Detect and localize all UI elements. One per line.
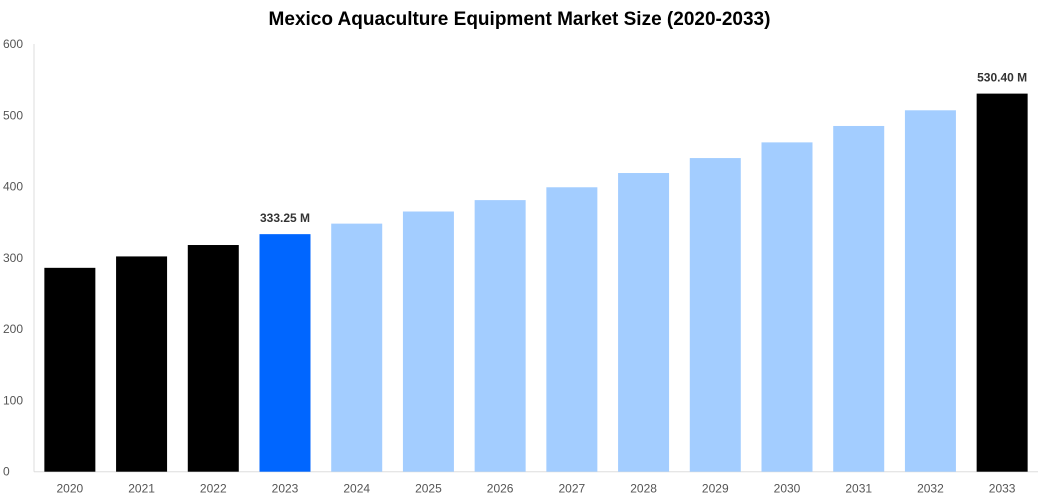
y-tick-label: 0 <box>3 465 10 479</box>
bar-2022 <box>187 245 239 472</box>
y-tick-label: 600 <box>3 37 23 51</box>
bar-2031 <box>833 125 885 472</box>
chart-title: Mexico Aquaculture Equipment Market Size… <box>268 9 771 30</box>
x-tick-label: 2030 <box>774 482 801 496</box>
x-tick-label: 2025 <box>415 482 442 496</box>
x-tick-label: 2027 <box>559 482 586 496</box>
data-label: 530.40 M <box>977 71 1027 85</box>
bar-2027 <box>546 187 598 472</box>
x-tick-label: 2026 <box>487 482 514 496</box>
y-tick-label: 300 <box>3 251 23 265</box>
y-tick-label: 400 <box>3 180 23 194</box>
bar-2030 <box>761 142 813 472</box>
bar-2033 <box>976 93 1028 472</box>
x-tick-label: 2020 <box>57 482 84 496</box>
x-tick-label: 2032 <box>917 482 944 496</box>
bar-2028 <box>618 173 670 472</box>
x-tick-label: 2023 <box>272 482 299 496</box>
x-tick-label: 2022 <box>200 482 227 496</box>
bar-2024 <box>331 223 383 472</box>
x-tick-label: 2021 <box>128 482 155 496</box>
bar-2025 <box>402 211 454 472</box>
x-tick-label: 2028 <box>630 482 657 496</box>
bar-2023 <box>259 234 311 472</box>
bar-2029 <box>689 158 741 472</box>
x-tick-label: 2031 <box>845 482 872 496</box>
bar-2021 <box>116 256 168 472</box>
bar-2020 <box>44 267 96 472</box>
y-tick-label: 500 <box>3 108 23 122</box>
y-tick-label: 100 <box>3 393 23 407</box>
x-tick-label: 2033 <box>989 482 1016 496</box>
bar-2026 <box>474 200 526 472</box>
x-tick-label: 2029 <box>702 482 729 496</box>
data-label: 333.25 M <box>260 211 310 225</box>
bar-2032 <box>904 110 956 472</box>
x-tick-label: 2024 <box>343 482 370 496</box>
y-tick-label: 200 <box>3 322 23 336</box>
